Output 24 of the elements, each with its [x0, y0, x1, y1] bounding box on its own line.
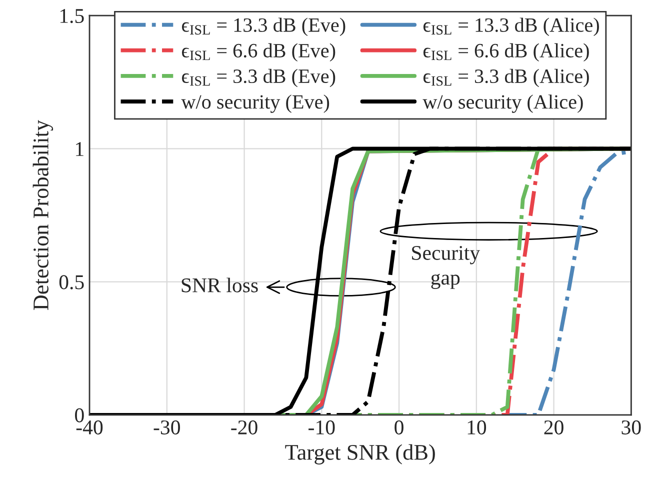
y-tick-label: 1	[76, 142, 84, 156]
y-tick-label: 0.5	[59, 275, 84, 290]
x-tick-label: -20	[231, 420, 258, 434]
x-tick-label: 30	[622, 420, 641, 434]
legend-label: w/o security (Alice)	[422, 94, 583, 113]
legend-label: ϵ$_{ISL}$ = 6.6 dB (Alice)	[423, 43, 589, 62]
legend-label: ϵ$_{ISL}$ = 13.3 dB (Eve)	[182, 18, 346, 36]
y-axis-title: Detection Probability	[32, 120, 54, 310]
x-tick-label: 10	[468, 420, 486, 434]
y-tick-label: 0	[75, 408, 84, 422]
x-tick-label: -10	[308, 420, 335, 434]
x-tick-label: 20	[544, 420, 564, 434]
legend-label: ϵ$_{ISL}$ = 3.3 dB (Alice)	[423, 68, 589, 88]
x-tick-label: 0	[394, 420, 404, 434]
legend-label: w/o security (Eve)	[181, 94, 330, 113]
y-tick-label: 1.5	[60, 9, 84, 24]
legend-label: ϵ$_{ISL}$ = 13.3 dB (Alice)	[423, 18, 599, 36]
legend-label: ϵ$_{ISL}$ = 6.6 dB (Eve)	[182, 43, 336, 62]
legend-label: ϵ$_{ISL}$ = 3.3 dB (Eve)	[182, 68, 336, 88]
x-tick-label: -40	[76, 420, 103, 434]
x-tick-label: -30	[154, 420, 180, 434]
annotation: SNR loss	[182, 278, 258, 292]
annotation: Security gap	[412, 246, 480, 289]
x-axis-title: Target SNR (dB)	[285, 444, 435, 464]
